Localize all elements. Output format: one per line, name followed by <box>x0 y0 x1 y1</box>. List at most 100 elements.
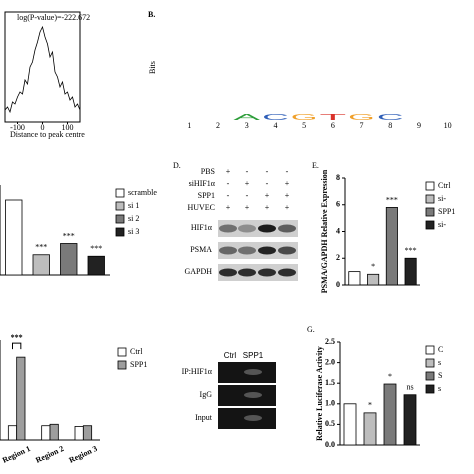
bar <box>348 271 361 286</box>
legend-swatch <box>425 207 435 217</box>
logo-letter: G <box>348 113 375 122</box>
position-label: 9 <box>417 121 421 130</box>
legend-label: si- <box>438 220 446 229</box>
position-label: 10 <box>444 121 452 130</box>
bar <box>363 412 377 446</box>
y-tick-label: 0.0 <box>325 440 335 449</box>
legend-label: Ctrl <box>130 347 143 356</box>
band-label: GAPDH <box>184 267 212 276</box>
condition-label: PBS <box>201 167 215 176</box>
blot-band <box>278 246 296 255</box>
bar <box>74 426 84 441</box>
legend-swatch <box>425 358 435 368</box>
bar <box>5 199 23 276</box>
legend-label: si- <box>438 194 446 203</box>
position-label: 7 <box>360 121 364 130</box>
y-tick-label: 1.0 <box>325 399 335 408</box>
condition-sign: + <box>265 191 270 200</box>
panel-label: B. <box>148 10 155 19</box>
blot-band <box>278 224 296 233</box>
position-label: 1 <box>187 121 191 130</box>
band-label: HIF1α <box>191 223 213 232</box>
condition-sign: + <box>226 167 231 176</box>
lane-label: Ctrl <box>224 351 237 360</box>
condition-sign: - <box>286 167 289 176</box>
bracket <box>12 342 22 350</box>
position-label: 4 <box>273 121 277 130</box>
y-tick-label: 8 <box>336 173 340 182</box>
legend-swatch <box>425 220 435 230</box>
condition-sign: + <box>245 203 250 212</box>
legend-label: S <box>438 371 442 380</box>
condition-sign: + <box>285 191 290 200</box>
legend-swatch <box>115 227 125 237</box>
bar <box>41 425 51 441</box>
legend-label: SPP1 <box>130 360 147 369</box>
band-label: PSMA <box>190 245 212 254</box>
y-axis-label: Relative Luciferase Activity <box>315 346 324 441</box>
bar <box>404 257 417 286</box>
legend-swatch <box>115 201 125 211</box>
condition-sign: + <box>226 203 231 212</box>
bar <box>385 207 398 286</box>
y-tick-label: 2.5 <box>325 337 335 346</box>
logo-letter: C <box>262 113 290 122</box>
blot-band <box>238 268 256 277</box>
legend-swatch <box>425 194 435 204</box>
x-tick-label: Region 1 <box>1 444 32 465</box>
legend-swatch <box>425 384 435 394</box>
bar <box>383 383 397 446</box>
condition-sign: + <box>245 179 250 188</box>
x-tick-label: -100 <box>10 123 25 132</box>
gel-band <box>244 392 262 398</box>
position-label: 6 <box>331 121 335 130</box>
bar <box>403 394 417 446</box>
logo-letter: T <box>320 113 347 122</box>
y-tick-label: 4 <box>336 226 340 235</box>
y-axis-label: Bits <box>148 61 157 74</box>
y-tick-label: 1.5 <box>325 378 335 387</box>
gel-row-label: IP:HIF1α <box>182 367 213 376</box>
chart-title: log(P-value)=-222.672 <box>17 13 90 22</box>
blot-band <box>258 268 276 277</box>
x-tick-label: 0 <box>41 123 45 132</box>
y-tick-label: 0 <box>336 280 340 289</box>
condition-label: HUVEC <box>187 203 215 212</box>
condition-sign: - <box>266 167 269 176</box>
condition-sign: - <box>246 167 249 176</box>
legend-swatch <box>425 345 435 355</box>
logo-letter: A <box>233 113 263 122</box>
panel-label: G. <box>307 325 315 334</box>
legend-label: Ctrl <box>438 181 451 190</box>
y-tick-label: 0.5 <box>325 419 335 428</box>
bar <box>32 254 50 276</box>
x-tick-label: Region 3 <box>68 444 99 465</box>
condition-sign: + <box>285 179 290 188</box>
blot-band <box>219 224 237 233</box>
x-axis-label: Distance to peak centre <box>10 130 85 139</box>
condition-label: siHIF1α <box>189 179 216 188</box>
condition-sign: - <box>266 179 269 188</box>
legend-swatch <box>117 347 127 357</box>
significance: *** <box>405 246 417 255</box>
bar <box>82 425 93 441</box>
significance: *** <box>63 231 75 240</box>
significance: *** <box>90 244 102 253</box>
position-label: 8 <box>388 121 392 130</box>
condition-sign: + <box>265 203 270 212</box>
legend-label: SPP1 <box>438 207 455 216</box>
significance: * <box>388 372 392 381</box>
logo-letter: C <box>377 113 405 122</box>
blot-band <box>238 224 256 233</box>
panel-label: E. <box>312 161 319 170</box>
gel-row-label: Input <box>195 413 213 422</box>
legend-label: C <box>438 345 443 354</box>
condition-sign: + <box>285 203 290 212</box>
bar <box>16 356 26 441</box>
significance: *** <box>11 333 23 342</box>
blot-band <box>258 224 276 233</box>
condition-sign: - <box>227 191 230 200</box>
legend-swatch <box>425 371 435 381</box>
position-label: 3 <box>245 121 249 130</box>
